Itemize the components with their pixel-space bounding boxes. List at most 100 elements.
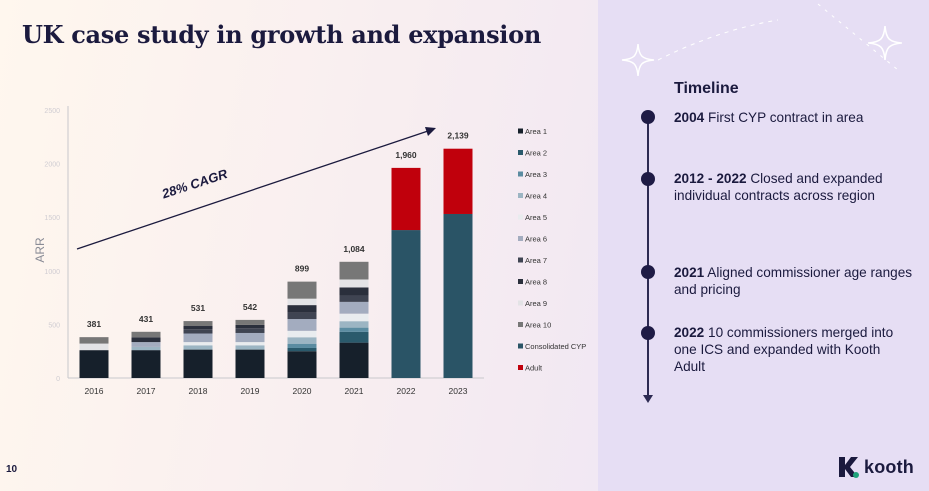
- bar-segment: [287, 337, 317, 344]
- legend-label: Area 6: [525, 235, 547, 244]
- growth-chart: 0 500 1000 1500 2000 2500 2016 2017 2018 2019 202…: [33, 106, 586, 396]
- total-label: 1,084: [343, 244, 365, 254]
- x-tick-label: 2021: [345, 386, 364, 396]
- legend-label: Adult: [525, 364, 543, 373]
- kooth-logo-icon: [839, 457, 859, 478]
- bar-segment: [287, 330, 317, 338]
- bar-segment: [183, 345, 213, 350]
- y-tick-label: 1500: [44, 215, 60, 222]
- bar-segment: [287, 305, 317, 313]
- sparkle-icon: [621, 43, 655, 77]
- bar-segment: [183, 342, 213, 346]
- bar-segment: [235, 345, 265, 350]
- timeline-arrow-icon: [643, 395, 653, 403]
- legend-swatch: [518, 322, 523, 327]
- bar-segment: [131, 342, 161, 347]
- total-label: 1,960: [395, 150, 417, 160]
- legend-swatch: [518, 171, 523, 177]
- legend-label: Consolidated CYP: [525, 342, 586, 351]
- timeline-description: 10 commissioners merged into one ICS and…: [674, 325, 894, 374]
- legend-label: Area 4: [525, 192, 547, 201]
- timeline-dot: [641, 110, 655, 124]
- bar-segment: [287, 319, 317, 331]
- x-tick-label: 2017: [137, 386, 156, 396]
- bar-segment: [287, 281, 317, 299]
- total-label: 431: [139, 314, 153, 324]
- bar-segment: [339, 313, 369, 322]
- y-tick-label: 500: [48, 322, 60, 329]
- kooth-wordmark: kooth: [864, 456, 914, 477]
- bar-segment: [287, 351, 317, 378]
- bar-segment: [339, 327, 369, 332]
- bar-segment: [131, 331, 161, 338]
- timeline-item-2022: 2022 10 commissioners merged into one IC…: [674, 324, 914, 375]
- bar-segment: [339, 287, 369, 296]
- bar-segment: [391, 167, 421, 231]
- legend-label: Area 1: [525, 127, 547, 136]
- legend-swatch: [518, 365, 523, 370]
- kooth-logo: kooth: [836, 455, 914, 479]
- decorative-dashes: [658, 3, 899, 71]
- timeline-year: 2022: [674, 325, 705, 340]
- bar-segment: [235, 342, 265, 346]
- timeline-item-2021: 2021 Aligned commissioner age ranges and…: [674, 264, 914, 298]
- y-axis-label: ARR: [33, 237, 47, 263]
- timeline-year: 2012 - 2022: [674, 171, 747, 186]
- legend-label: Area 3: [525, 170, 547, 179]
- bar-segment: [287, 347, 317, 352]
- chart-total-labels: 381 431 531 542 899 1,084 1,960 2,139: [87, 131, 469, 329]
- bar-segment: [339, 342, 369, 378]
- timeline-panel: Timeline 2004 First CYP contract in area…: [598, 0, 929, 491]
- timeline-description: Closed and expanded individual contracts…: [674, 171, 883, 203]
- total-label: 2,139: [447, 131, 469, 141]
- bar-segment: [391, 230, 421, 378]
- timeline-line: [647, 116, 649, 398]
- bar-segment: [339, 301, 369, 314]
- y-tick-label: 1000: [44, 269, 60, 276]
- timeline-year: 2021: [674, 265, 705, 280]
- legend-label: Area 10: [525, 321, 551, 330]
- bar-segment: [339, 321, 369, 328]
- timeline-dot: [641, 172, 655, 186]
- legend-swatch: [518, 193, 523, 198]
- legend-label: Area 8: [525, 278, 547, 287]
- bar-segment: [183, 349, 213, 378]
- bar-segment: [235, 332, 265, 343]
- legend-label: Area 2: [525, 149, 547, 158]
- legend-label: Area 7: [525, 256, 547, 265]
- y-tick-label: 2000: [44, 162, 60, 169]
- legend-label: Area 9: [525, 299, 547, 308]
- chart-x-labels: 2016 2017 2018 2019 2020 2021 2022 2023: [85, 386, 468, 396]
- bar-segment: [235, 319, 265, 325]
- timeline-description: Aligned commissioner age ranges and pric…: [674, 265, 913, 297]
- timeline-item-2012-2022: 2012 - 2022 Closed and expanded individu…: [674, 170, 914, 204]
- legend-swatch: [518, 150, 523, 155]
- bar-segment: [443, 148, 473, 214]
- bar-segment: [287, 312, 317, 320]
- bar-segment: [131, 337, 161, 343]
- legend-swatch: [518, 279, 523, 284]
- bar-segment: [183, 326, 213, 330]
- bar-segment: [131, 350, 161, 378]
- bar-segment: [235, 349, 265, 378]
- bar-segment: [183, 321, 213, 327]
- bar-segment: [79, 350, 109, 378]
- x-tick-label: 2018: [189, 386, 208, 396]
- bar-segment: [79, 337, 109, 344]
- timeline-year: 2004: [674, 110, 705, 125]
- total-label: 899: [295, 264, 309, 274]
- legend-label: Area 5: [525, 213, 547, 222]
- legend-swatch: [518, 214, 523, 220]
- total-label: 381: [87, 319, 101, 329]
- legend-swatch: [518, 300, 523, 306]
- bar-segment: [287, 343, 317, 348]
- cagr-annotation: 28% CAGR: [159, 166, 230, 202]
- page-number: 10: [6, 464, 18, 475]
- x-tick-label: 2016: [85, 386, 104, 396]
- bar-segment: [287, 298, 317, 306]
- x-tick-label: 2023: [449, 386, 468, 396]
- cagr-arrow-head: [425, 127, 436, 136]
- cagr-arrow-line: [76, 130, 429, 250]
- bar-segment: [79, 343, 109, 351]
- timeline-item-2004: 2004 First CYP contract in area: [674, 109, 914, 126]
